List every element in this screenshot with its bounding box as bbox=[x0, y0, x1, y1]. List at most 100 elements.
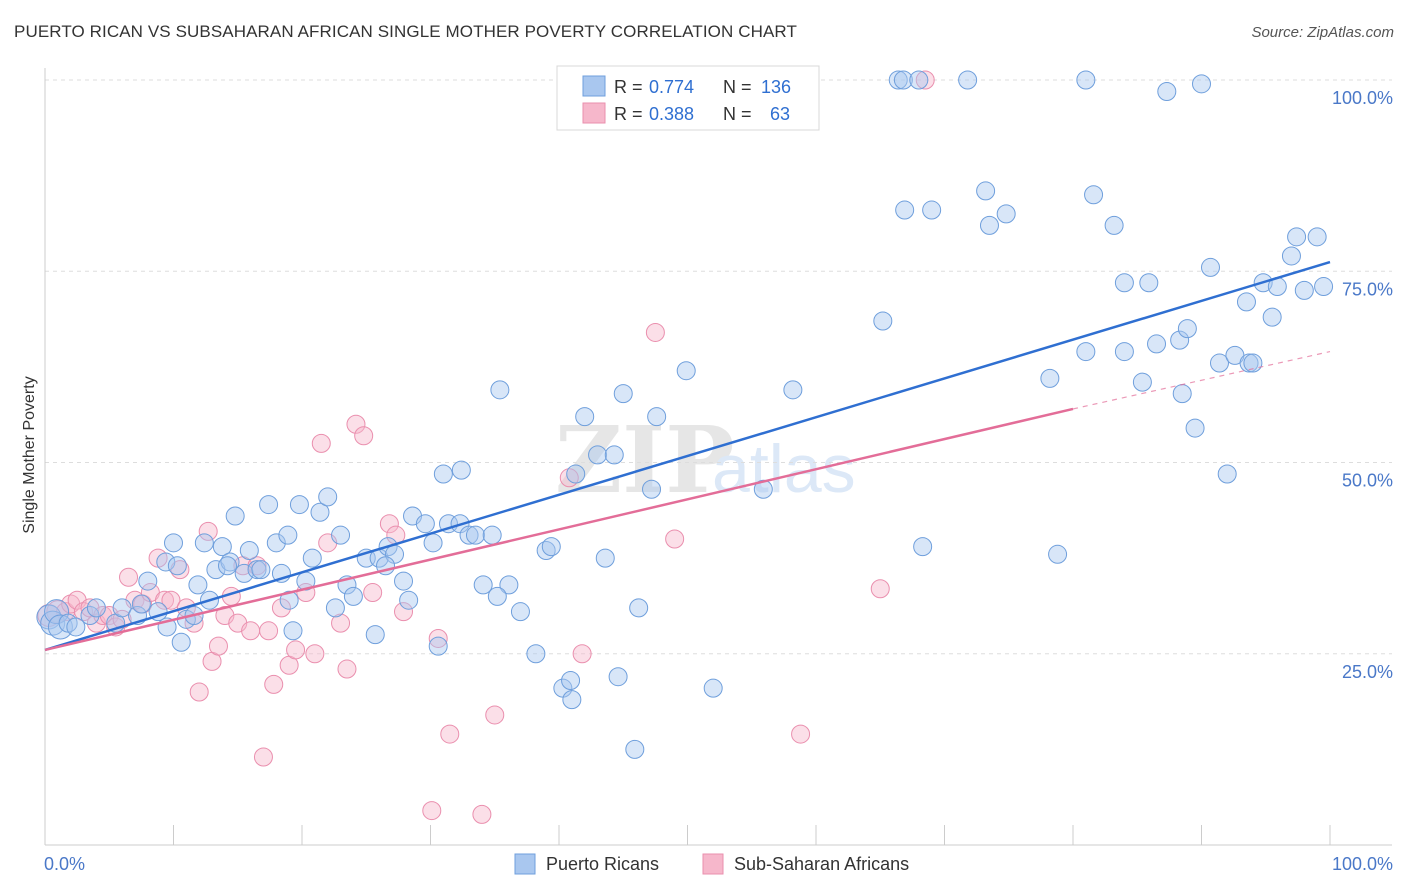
blue-point bbox=[394, 571, 414, 591]
legend-n-label-blue: N = bbox=[723, 77, 752, 97]
legend-n-value-pink: 63 bbox=[770, 104, 790, 124]
blue-point bbox=[647, 407, 667, 427]
blue-point bbox=[66, 617, 86, 637]
blue-point bbox=[1132, 372, 1152, 392]
blue-point bbox=[279, 590, 299, 610]
bottom-legend-swatch-blue bbox=[514, 853, 536, 875]
blue-point bbox=[188, 575, 208, 595]
pink-point bbox=[305, 644, 325, 664]
blue-point bbox=[164, 533, 183, 553]
legend-swatch-blue bbox=[582, 75, 606, 97]
blue-point bbox=[873, 311, 893, 331]
blue-point bbox=[499, 575, 519, 595]
trend-line-puerto-ricans bbox=[44, 260, 1331, 652]
puerto-rican-points bbox=[36, 70, 1334, 759]
trend-lines bbox=[44, 260, 1331, 652]
legend-swatch-pink bbox=[582, 102, 606, 124]
x-tick-label-100: 100.0% bbox=[1332, 854, 1393, 874]
pink-point bbox=[354, 426, 374, 446]
blue-point bbox=[428, 636, 448, 656]
blue-point bbox=[895, 200, 915, 220]
x-tick-label-0: 0.0% bbox=[44, 854, 85, 874]
pink-point bbox=[665, 529, 685, 549]
blue-point bbox=[465, 525, 485, 545]
blue-point bbox=[302, 548, 322, 568]
blue-point bbox=[1048, 544, 1068, 564]
blue-point bbox=[1243, 353, 1263, 373]
blue-point bbox=[913, 537, 933, 557]
blue-point bbox=[212, 537, 232, 557]
legend-r-value-pink: 0.388 bbox=[649, 104, 694, 124]
blue-point bbox=[217, 556, 237, 576]
blue-point bbox=[608, 667, 628, 687]
blue-point bbox=[156, 552, 176, 572]
blue-point bbox=[561, 671, 581, 691]
blue-point bbox=[541, 537, 561, 557]
trend-line-subsaharan bbox=[44, 407, 1074, 652]
blue-point bbox=[909, 70, 929, 90]
blue-point bbox=[976, 181, 996, 201]
blue-point bbox=[266, 533, 286, 553]
legend-r-label-blue: R = bbox=[614, 77, 643, 97]
blue-point bbox=[487, 586, 507, 606]
blue-point bbox=[310, 502, 330, 522]
blue-point bbox=[1294, 280, 1314, 300]
pink-point bbox=[331, 613, 351, 633]
blue-point bbox=[343, 586, 363, 606]
pink-point bbox=[422, 801, 442, 821]
blue-point bbox=[562, 690, 582, 710]
pink-point bbox=[379, 514, 399, 534]
blue-point bbox=[194, 533, 214, 553]
pink-point bbox=[264, 674, 284, 694]
pink-point bbox=[337, 659, 357, 679]
blue-point bbox=[1281, 246, 1301, 266]
y-tick-label-25: 25.0% bbox=[1342, 662, 1393, 682]
blue-point bbox=[239, 540, 259, 560]
pink-point bbox=[241, 621, 261, 641]
blue-point bbox=[365, 625, 385, 645]
bottom-legend-puerto-ricans: Puerto Ricans bbox=[546, 854, 659, 874]
y-tick-label-100: 100.0% bbox=[1332, 88, 1393, 108]
pink-point bbox=[472, 804, 492, 824]
blue-point bbox=[613, 384, 633, 404]
blue-point bbox=[1104, 215, 1124, 235]
chart-title: PUERTO RICAN VS SUBSAHARAN AFRICAN SINGL… bbox=[14, 22, 797, 41]
blue-point bbox=[1287, 227, 1307, 247]
pink-point bbox=[259, 621, 279, 641]
pink-point bbox=[440, 724, 460, 744]
blue-point bbox=[482, 525, 502, 545]
pink-point bbox=[119, 567, 139, 587]
blue-point bbox=[1076, 342, 1096, 362]
legend-r-value-blue: 0.774 bbox=[649, 77, 694, 97]
blue-point bbox=[1177, 319, 1197, 339]
legend-n-label-pink: N = bbox=[723, 104, 752, 124]
blue-point bbox=[1114, 342, 1134, 362]
blue-point bbox=[278, 525, 298, 545]
blue-point bbox=[1236, 292, 1256, 312]
blue-point bbox=[526, 644, 546, 664]
blue-point bbox=[642, 479, 662, 499]
blue-point bbox=[138, 571, 158, 591]
blue-point bbox=[259, 495, 279, 515]
blue-point bbox=[595, 548, 615, 568]
blue-point bbox=[86, 598, 106, 618]
pink-point bbox=[645, 322, 665, 342]
pink-point bbox=[155, 590, 175, 610]
blue-point bbox=[536, 540, 556, 560]
source-label: Source: ZipAtlas.com bbox=[1251, 24, 1394, 41]
blue-point bbox=[1139, 273, 1159, 293]
watermark-atlas: atlas bbox=[712, 431, 856, 507]
pink-point bbox=[286, 640, 306, 660]
y-axis-label: Single Mother Poverty bbox=[21, 376, 38, 533]
blue-point bbox=[251, 560, 271, 580]
blue-point bbox=[566, 464, 586, 484]
blue-point bbox=[490, 380, 510, 400]
bottom-legend-swatch-pink bbox=[702, 853, 724, 875]
blue-point bbox=[44, 599, 70, 625]
blue-point bbox=[1040, 368, 1060, 388]
pink-point bbox=[271, 598, 291, 618]
blue-point bbox=[1114, 273, 1134, 293]
blue-point bbox=[1172, 384, 1192, 404]
trend-line-subsaharan-extension bbox=[1072, 350, 1331, 410]
